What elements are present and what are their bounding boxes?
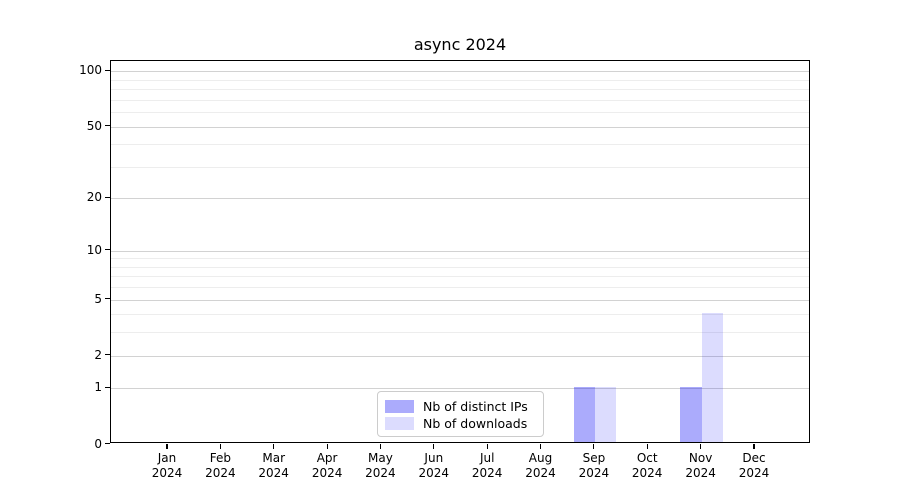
y-tick-mark bbox=[105, 69, 110, 71]
y-tick-label: 100 bbox=[79, 63, 102, 78]
y-tick-label: 2 bbox=[94, 347, 102, 362]
x-tick-label: Jul 2024 bbox=[471, 450, 503, 480]
x-tick-label: Feb 2024 bbox=[205, 450, 236, 480]
gridline-minor bbox=[111, 79, 809, 81]
y-tick-mark bbox=[105, 196, 110, 198]
x-tick-mark bbox=[753, 443, 755, 449]
x-tick-label: Sep 2024 bbox=[578, 450, 610, 480]
chart-title: async 2024 bbox=[413, 35, 507, 54]
y-tick-label: 5 bbox=[94, 291, 102, 306]
x-tick-label: Dec 2024 bbox=[738, 450, 770, 480]
x-tick-label: Mar 2024 bbox=[258, 450, 289, 480]
x-tick-label: Nov 2024 bbox=[685, 450, 716, 480]
gridline-major bbox=[111, 71, 809, 73]
x-tick-mark bbox=[486, 443, 488, 449]
gridline-major bbox=[111, 388, 809, 390]
gridline-minor bbox=[111, 89, 809, 91]
y-tick-mark bbox=[105, 354, 110, 356]
gridline-major bbox=[111, 355, 809, 357]
x-tick-mark bbox=[700, 443, 702, 449]
gridline-major bbox=[111, 126, 809, 128]
legend-label-downloads: Nb of downloads bbox=[423, 415, 528, 431]
gridline-minor bbox=[111, 332, 809, 334]
gridline-minor bbox=[111, 314, 809, 316]
gridline-minor bbox=[111, 144, 809, 146]
y-tick-mark bbox=[105, 249, 110, 251]
x-tick-mark bbox=[593, 443, 595, 449]
gridline-major bbox=[111, 299, 809, 301]
x-tick-label: Jan 2024 bbox=[151, 450, 183, 480]
gridline-minor bbox=[111, 258, 809, 260]
bar-downloads bbox=[701, 312, 723, 442]
bar-distinct-ips bbox=[573, 386, 595, 442]
x-tick-label: Jun 2024 bbox=[418, 450, 450, 480]
y-tick-label: 0 bbox=[94, 436, 102, 451]
x-tick-label: Oct 2024 bbox=[631, 450, 663, 480]
legend-item-distinct-ips: Nb of distinct IPs bbox=[385, 398, 535, 414]
x-tick-label: Aug 2024 bbox=[525, 450, 556, 480]
gridline-minor bbox=[111, 266, 809, 268]
gridline-minor bbox=[111, 166, 809, 168]
x-tick-label: Apr 2024 bbox=[311, 450, 343, 480]
y-tick-mark bbox=[105, 125, 110, 127]
x-tick-label: May 2024 bbox=[365, 450, 396, 480]
gridline-minor bbox=[111, 112, 809, 114]
y-tick-mark bbox=[105, 443, 110, 445]
x-tick-mark bbox=[646, 443, 648, 449]
y-tick-label: 1 bbox=[94, 380, 102, 395]
x-tick-mark bbox=[326, 443, 328, 449]
x-tick-mark bbox=[379, 443, 381, 449]
legend-swatch-distinct-ips bbox=[385, 399, 414, 413]
legend-item-downloads: Nb of downloads bbox=[385, 415, 535, 431]
bar-downloads bbox=[594, 386, 617, 442]
y-tick-label: 50 bbox=[86, 118, 102, 133]
gridline-major bbox=[111, 250, 809, 252]
y-tick-mark bbox=[105, 386, 110, 389]
x-tick-mark bbox=[166, 443, 168, 449]
y-tick-label: 10 bbox=[86, 242, 102, 257]
y-tick-mark bbox=[105, 298, 110, 300]
gridline-minor bbox=[111, 99, 809, 101]
x-tick-mark bbox=[273, 443, 275, 449]
y-tick-label: 20 bbox=[86, 190, 102, 205]
x-tick-mark bbox=[539, 443, 542, 449]
x-tick-mark bbox=[433, 443, 435, 449]
bar-distinct-ips bbox=[680, 386, 702, 442]
gridline-major bbox=[111, 198, 809, 200]
plot-area bbox=[110, 60, 810, 443]
legend: Nb of distinct IPs Nb of downloads bbox=[377, 391, 544, 437]
gridline-minor bbox=[111, 276, 809, 278]
legend-swatch-downloads bbox=[385, 416, 414, 430]
gridline-minor bbox=[111, 287, 809, 289]
legend-label-distinct-ips: Nb of distinct IPs bbox=[423, 398, 528, 414]
x-tick-mark bbox=[219, 443, 221, 449]
